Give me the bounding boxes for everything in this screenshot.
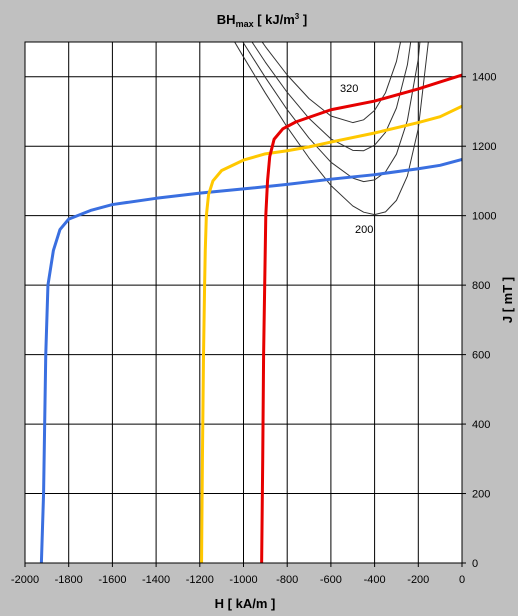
title-sup: 3 — [295, 12, 300, 21]
y-tick-label: 800 — [472, 280, 490, 292]
x-tick-label: -1200 — [186, 574, 214, 586]
x-tick-label: -1400 — [142, 574, 170, 586]
grid — [24, 42, 466, 567]
annotation: 200 — [355, 224, 373, 236]
x-tick-label: -1000 — [229, 574, 257, 586]
y-tick-label: 0 — [472, 558, 478, 570]
x-tick-label: -800 — [276, 574, 298, 586]
y-tick-label: 400 — [472, 419, 490, 431]
x-tick-label: -1800 — [55, 574, 83, 586]
curve — [200, 104, 462, 563]
curve — [39, 157, 462, 563]
y-tick-label: 1400 — [472, 72, 496, 84]
y-tick-label: 1200 — [472, 141, 496, 153]
y-tick-label: 600 — [472, 350, 490, 362]
chart-title: BHmax [ kJ/m3 ] — [217, 12, 307, 29]
curve — [234, 42, 429, 216]
y-tick-label: 200 — [472, 489, 490, 501]
x-tick-label: -400 — [364, 574, 386, 586]
x-tick-label: -600 — [320, 574, 342, 586]
y-axis-label: J [ mT ] — [500, 277, 515, 323]
curve — [251, 42, 412, 152]
plot-frame — [24, 41, 463, 564]
title-sub: max — [236, 19, 254, 29]
title-part: BH — [217, 12, 236, 27]
x-tick-label: -1600 — [98, 574, 126, 586]
title-part: ] — [299, 12, 307, 27]
annotation: 320 — [340, 83, 358, 95]
x-axis-label: H [ kA/m ] — [215, 596, 276, 611]
x-tick-label: -200 — [407, 574, 429, 586]
title-part: [ kJ/m — [254, 12, 295, 27]
x-tick-label: -2000 — [11, 574, 39, 586]
y-tick-label: 1000 — [472, 211, 496, 223]
curves — [39, 42, 462, 563]
x-tick-label: 0 — [459, 574, 465, 586]
curve — [261, 42, 402, 124]
curve — [260, 73, 462, 563]
